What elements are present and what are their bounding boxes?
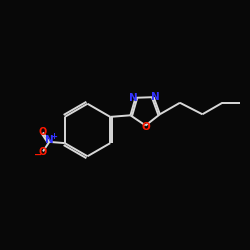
Text: O: O [39,147,47,157]
Text: N: N [151,92,160,102]
Text: N: N [129,93,138,103]
Text: N: N [45,136,54,145]
Text: O: O [141,122,150,132]
Text: O: O [39,128,47,138]
Text: +: + [50,132,57,141]
Text: −: − [34,150,42,160]
